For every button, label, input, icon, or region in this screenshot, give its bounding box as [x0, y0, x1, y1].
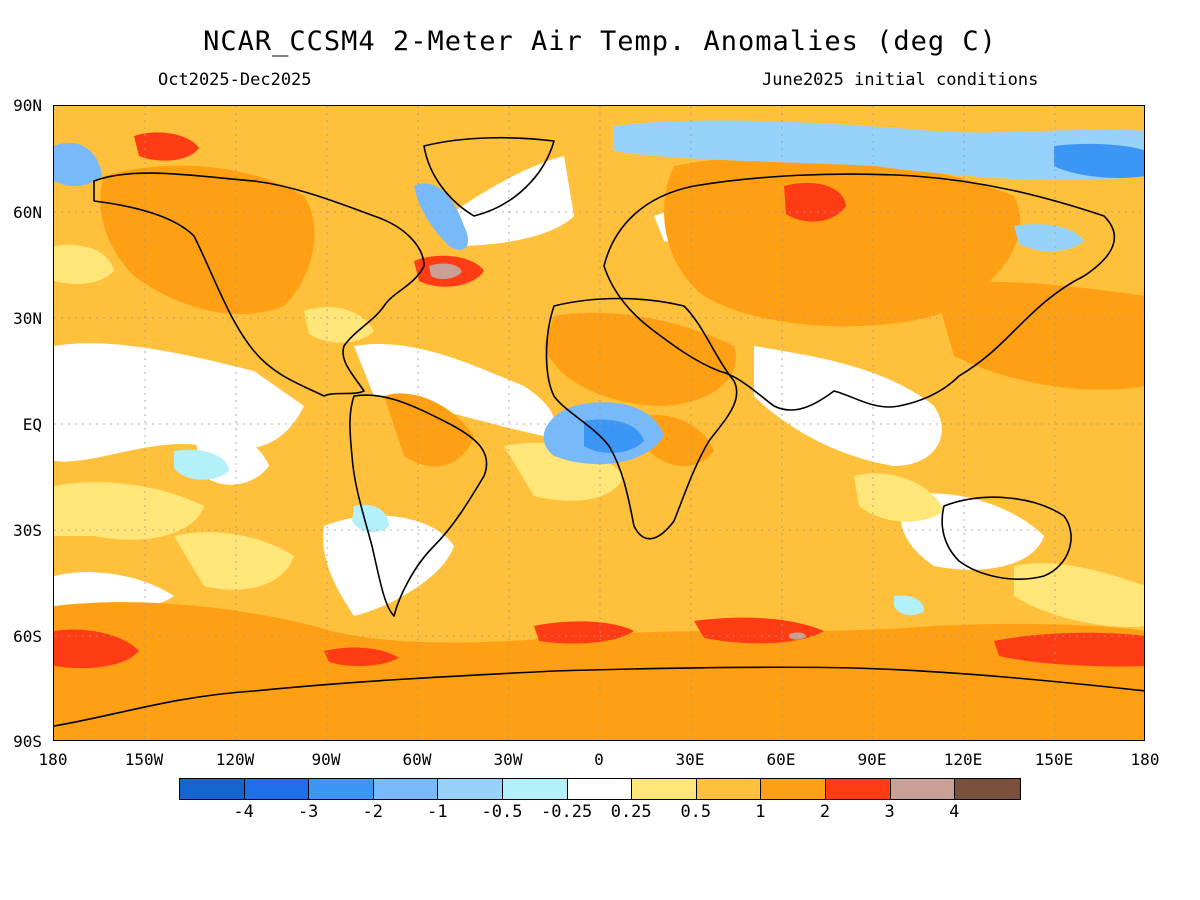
initial-conditions: June2025 initial conditions: [762, 70, 1039, 90]
eurasia-coast: [603, 173, 1116, 411]
lat-label-30s: 30S: [13, 521, 42, 540]
colorbar-swatch: [438, 779, 503, 799]
colorbar-swatch: [890, 779, 956, 799]
lon-label-90e: 90E: [857, 750, 887, 769]
colorbar-tick-label: 0.25: [610, 802, 652, 822]
colorbar-tick-label: -0.25: [541, 802, 593, 822]
forecast-period: Oct2025-Dec2025: [158, 70, 312, 90]
lon-label-150e: 150E: [1034, 750, 1074, 769]
australia-coast: [941, 496, 1072, 580]
map-gridlines: [54, 106, 1144, 740]
lon-label-180w: 180: [38, 750, 68, 769]
colorbar-tick-label: 1: [755, 802, 766, 822]
strong-warm-regions: [54, 132, 1144, 669]
lon-label-60w: 60W: [402, 750, 432, 769]
lon-label-60e: 60E: [766, 750, 796, 769]
lon-label-150w: 150W: [124, 750, 164, 769]
colorbar-swatch: [309, 779, 374, 799]
colorbar-swatch: [825, 779, 891, 799]
moderate-warm-regions: [54, 156, 1144, 740]
colorbar-swatch: [502, 779, 568, 799]
colorbar-swatch: [373, 779, 439, 799]
colorbar-swatch: [567, 779, 633, 799]
colorbar-swatch: [244, 779, 310, 799]
lat-label-90s: 90S: [13, 732, 42, 751]
lat-label-60s: 60S: [13, 627, 42, 646]
colorbar-swatch: [696, 779, 762, 799]
coastlines: [54, 136, 1144, 727]
north-america-coast: [93, 172, 425, 397]
colorbar-tick-label: -1: [427, 802, 448, 822]
africa-coast: [545, 297, 738, 540]
colorbar-tick-label: 4: [949, 802, 960, 822]
colorbar-swatch: [955, 779, 1020, 799]
greenland-coast: [423, 136, 555, 217]
lon-label-120e: 120E: [943, 750, 983, 769]
lat-label-60n: 60N: [13, 203, 42, 222]
chart-title: NCAR_CCSM4 2-Meter Air Temp. Anomalies (…: [203, 26, 997, 57]
antarctica-coast: [54, 666, 1144, 727]
lon-label-30e: 30E: [675, 750, 705, 769]
lon-label-180e: 180: [1130, 750, 1160, 769]
colorbar-tick-label: 3: [884, 802, 895, 822]
lon-label-30w: 30W: [493, 750, 523, 769]
lon-label-120w: 120W: [215, 750, 255, 769]
colorbar-swatch: [632, 779, 697, 799]
colorbar-legend: [179, 778, 1021, 800]
south-america-coast: [349, 394, 488, 617]
lon-label-90w: 90W: [311, 750, 341, 769]
colorbar-swatch: [761, 779, 826, 799]
colorbar-tick-label: 0.5: [680, 802, 712, 822]
colorbar-tick-label: -0.5: [481, 802, 523, 822]
cool-regions: [54, 120, 1144, 616]
anomaly-map: [53, 105, 1145, 741]
lat-label-90n: 90N: [13, 96, 42, 115]
colorbar-swatch: [180, 779, 245, 799]
colorbar-tick-label: -4: [233, 802, 254, 822]
lat-label-30n: 30N: [13, 309, 42, 328]
lat-label-eq: EQ: [22, 415, 42, 434]
extreme-warm-regions: [429, 263, 806, 640]
colorbar-tick-label: -3: [297, 802, 319, 822]
colorbar-tick-label: -2: [362, 802, 384, 822]
colorbar-tick-label: 2: [819, 802, 831, 822]
lon-label-0: 0: [594, 750, 604, 769]
